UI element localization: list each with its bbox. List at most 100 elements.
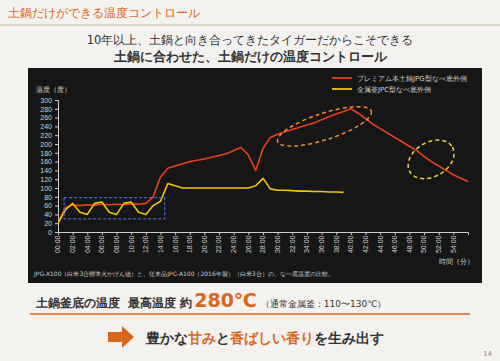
x-tick-label: 20:00	[201, 235, 208, 253]
y-tick-mark	[55, 206, 58, 207]
x-tick: 18:00	[186, 232, 193, 253]
x-tick-label: 34:00	[303, 235, 310, 253]
y-tick-mark	[55, 170, 58, 171]
headline: 10年以上、土鍋と向き合ってきたタイガーだからこそできる	[87, 33, 414, 47]
x-tick: 46:00	[391, 232, 398, 253]
series-line	[58, 109, 468, 223]
y-tick: 260	[40, 114, 58, 121]
x-tick-label: 32:00	[289, 235, 296, 253]
x-tick: 28:00	[259, 232, 266, 253]
y-tick: 300	[40, 97, 58, 104]
x-tick-mark	[439, 232, 440, 235]
x-tick-label: 48:00	[406, 235, 413, 253]
x-tick-label: 38:00	[333, 235, 340, 253]
x-tick: 26:00	[245, 232, 252, 253]
y-tick: 120	[40, 176, 58, 183]
y-tick-mark	[55, 144, 58, 145]
y-tick: 40	[44, 211, 58, 218]
series-line	[58, 178, 344, 223]
y-tick: 280	[40, 106, 58, 113]
x-tick-mark	[395, 232, 396, 235]
y-tick-mark	[55, 109, 58, 110]
x-tick: 16:00	[172, 232, 179, 253]
y-tick: 100	[40, 185, 58, 192]
x-tick-label: 44:00	[377, 235, 384, 253]
y-tick-label: 300	[40, 97, 52, 104]
y-axis-title: 温度（度）	[36, 86, 71, 94]
x-tick-label: 52:00	[435, 235, 442, 253]
y-tick-label: 20	[44, 220, 52, 227]
x-tick: 24:00	[230, 232, 237, 253]
y-tick-mark	[55, 197, 58, 198]
y-tick: 140	[40, 167, 58, 174]
y-tick-mark	[55, 100, 58, 101]
x-tick-mark	[424, 232, 425, 235]
y-tick-label: 60	[44, 202, 52, 209]
x-tick: 34:00	[303, 232, 310, 253]
x-tick: 52:00	[435, 232, 442, 253]
legend-label: プレミアム本土鍋JPG型なべ底外側	[357, 75, 467, 83]
legend-label: 金属釜JPC型なべ底外側	[357, 86, 431, 94]
x-tick-mark	[248, 232, 249, 235]
x-tick-mark	[278, 232, 279, 235]
y-tick: 160	[40, 158, 58, 165]
legend-swatch	[332, 88, 352, 90]
x-tick-mark	[307, 232, 308, 235]
conclusion-part: 甘み	[187, 330, 216, 346]
y-tick-label: 0	[48, 229, 52, 236]
x-tick-mark	[292, 232, 293, 235]
x-tick-label: 12:00	[142, 235, 149, 253]
x-tick-label: 02:00	[69, 235, 76, 253]
x-tick: 30:00	[274, 232, 281, 253]
y-tick-mark	[55, 232, 58, 233]
x-axis-title: 時間（分）	[439, 258, 474, 266]
x-tick: 22:00	[215, 232, 222, 253]
highlight-box	[64, 198, 164, 219]
y-axis-line	[55, 101, 59, 233]
x-tick-label: 30:00	[274, 235, 281, 253]
x-tick-label: 50:00	[420, 235, 427, 253]
arrow	[108, 326, 134, 348]
y-tick-label: 120	[40, 176, 52, 183]
y-tick-label: 140	[40, 167, 52, 174]
x-tick: 42:00	[362, 232, 369, 253]
y-tick-mark	[55, 162, 58, 163]
x-tick-label: 40:00	[347, 235, 354, 253]
y-tick-label: 260	[40, 114, 52, 121]
x-tick-label: 42:00	[362, 235, 369, 253]
x-tick-mark	[351, 232, 352, 235]
x-tick-mark	[117, 232, 118, 235]
summary-rule	[30, 313, 470, 315]
x-tick-label: 26:00	[245, 235, 252, 253]
x-tick: 40:00	[347, 232, 354, 253]
x-tick-mark	[146, 232, 147, 235]
y-tick-mark	[55, 153, 58, 154]
highlight-ellipse	[401, 132, 461, 186]
headline: 土鍋に合わせた、土鍋だけの温度コントロール	[113, 49, 388, 64]
x-tick-label: 18:00	[186, 235, 193, 253]
x-tick-label: 04:00	[84, 235, 91, 253]
x-tick-label: 06:00	[98, 235, 105, 253]
y-tick: 240	[40, 123, 58, 130]
x-tick-label: 24:00	[230, 235, 237, 253]
y-tick-mark	[55, 188, 58, 189]
summary-label: 土鍋釜底の温度	[35, 296, 120, 310]
x-tick: 10:00	[128, 232, 135, 253]
highlight-ellipse	[274, 99, 376, 155]
x-tick-label: 00:00	[54, 235, 61, 253]
y-tick: 200	[40, 141, 58, 148]
x-tick: 04:00	[84, 232, 91, 253]
x-tick-mark	[263, 232, 264, 235]
x-tick: 14:00	[157, 232, 164, 253]
x-tick-label: 10:00	[128, 235, 135, 253]
x-tick: 08:00	[113, 232, 120, 253]
y-tick-label: 40	[44, 211, 52, 218]
summary: 土鍋釜底の温度最高温度 約280℃（通常金属釜：110〜130℃）	[35, 289, 386, 311]
x-tick-label: 54:00	[450, 235, 457, 253]
summary-note: （通常金属釜：110〜130℃）	[261, 299, 386, 309]
page-number: 14	[483, 350, 492, 358]
section-title: 土鍋だけができる温度コントロール	[8, 6, 200, 20]
highlights	[64, 99, 461, 219]
y-tick-label: 240	[40, 123, 52, 130]
y-tick-mark	[55, 135, 58, 136]
